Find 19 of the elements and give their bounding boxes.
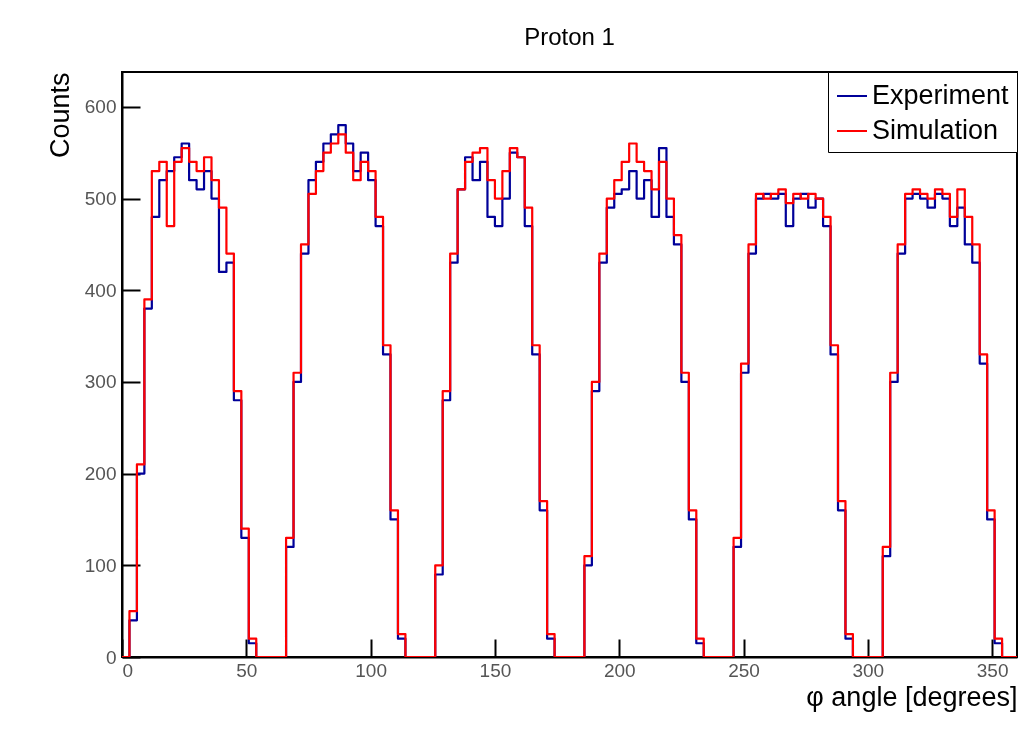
y-tick-label: 200 [84, 463, 117, 485]
x-tick-label: 100 [355, 659, 387, 681]
x-tick-label: 150 [479, 659, 512, 681]
x-tick-label: 200 [603, 659, 636, 681]
x-tick-label: 250 [728, 659, 760, 681]
y-axis-title: Counts [44, 72, 75, 159]
y-tick-label: 600 [84, 96, 117, 118]
chart-title: Proton 1 [524, 22, 615, 50]
x-tick-label: 0 [122, 659, 134, 681]
x-tick-label: 50 [236, 659, 258, 681]
y-tick-label: 400 [84, 279, 117, 301]
y-tick-label: 500 [84, 188, 117, 210]
y-tick-label: 100 [84, 554, 117, 576]
x-tick-label: 350 [976, 659, 1009, 681]
x-tick-label: 300 [852, 659, 885, 681]
legend-label: Simulation [872, 115, 999, 145]
legend-label: Experiment [872, 80, 1010, 110]
x-axis-title: φ angle [degrees] [806, 681, 1018, 712]
y-tick-label: 300 [84, 371, 117, 393]
